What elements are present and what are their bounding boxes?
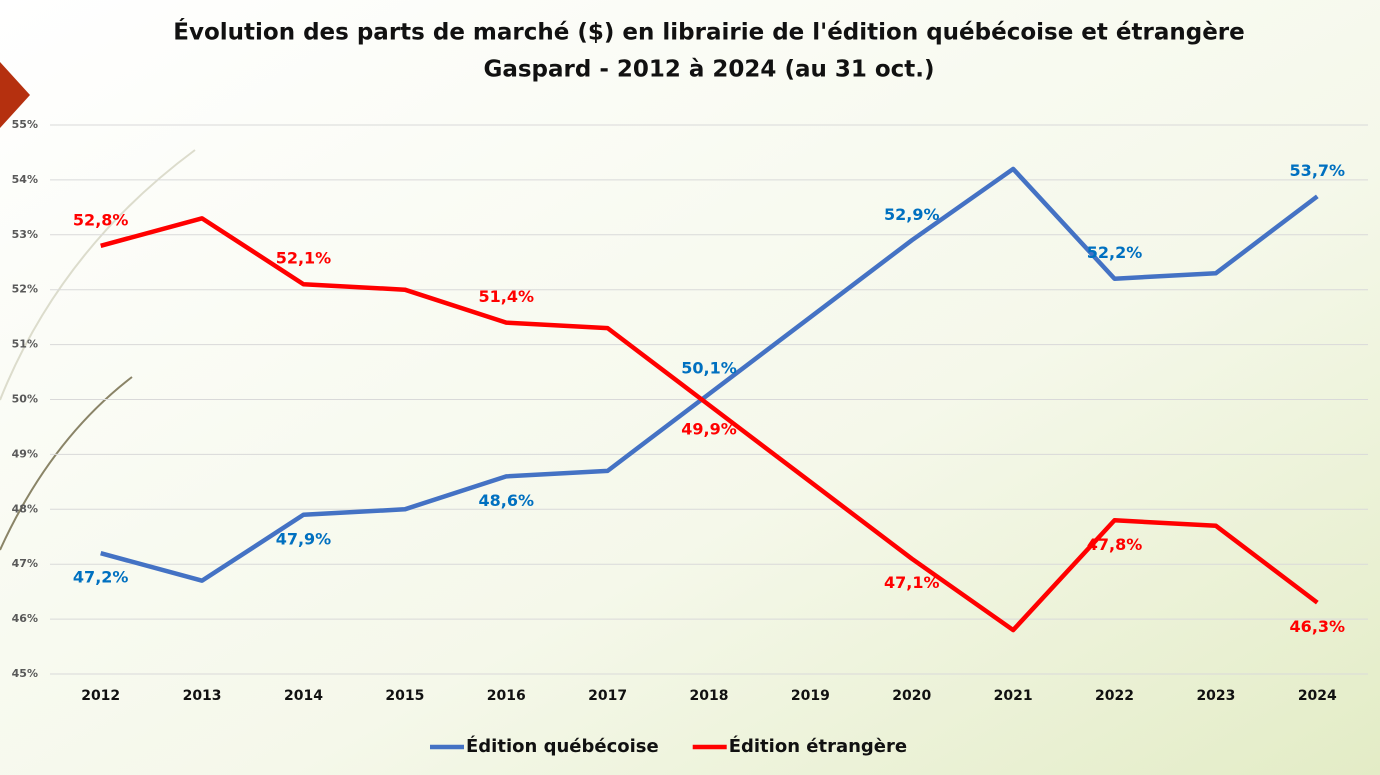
chart-title: Évolution des parts de marché ($) en lib… [173,18,1245,46]
y-tick-label: 49% [12,447,38,460]
x-tick-label: 2018 [690,688,729,704]
data-label: 46,3% [1290,617,1346,636]
data-label: 47,2% [73,568,129,587]
data-label: 49,9% [681,419,737,438]
x-tick-label: 2013 [183,688,222,704]
data-label: 47,1% [884,573,940,592]
data-label: 53,7% [1290,161,1346,180]
legend: Édition québécoise Édition étrangère [430,735,907,757]
x-tick-label: 2022 [1095,688,1134,704]
x-tick-label: 2024 [1298,688,1337,704]
y-tick-label: 48% [12,502,38,515]
x-tick-label: 2021 [994,688,1033,704]
data-label: 52,9% [884,205,940,224]
data-label: 48,6% [478,491,534,510]
y-tick-label: 46% [12,612,38,625]
x-tick-label: 2023 [1196,688,1235,704]
y-tick-label: 50% [12,393,38,406]
y-tick-label: 51% [12,338,38,351]
decor-curve [0,376,133,551]
data-label: 52,2% [1087,243,1143,262]
y-tick-label: 55% [12,118,38,131]
data-label: 47,8% [1087,535,1143,554]
x-tick-label: 2019 [791,688,830,704]
data-label: 52,1% [276,249,332,268]
data-label: 47,9% [276,529,332,548]
y-tick-label: 54% [12,173,38,186]
y-tick-label: 45% [12,667,38,680]
y-tick-label: 47% [12,557,38,570]
x-tick-label: 2015 [385,688,424,704]
x-tick-label: 2017 [588,688,627,704]
legend-label: Édition québécoise [466,735,659,757]
x-tick-label: 2016 [487,688,526,704]
y-tick-label: 53% [12,228,38,241]
data-label: 52,8% [73,210,129,229]
series-line [100,216,1319,633]
decor-curve [0,149,196,401]
y-tick-label: 52% [12,283,38,296]
chart-subtitle: Gaspard - 2012 à 2024 (au 31 oct.) [483,57,934,83]
series-line [100,166,1319,583]
legend-label: Édition étrangère [729,735,907,757]
x-tick-label: 2014 [284,688,323,704]
data-label: 51,4% [478,287,534,306]
x-tick-label: 2012 [81,688,120,704]
decor-triangle [0,62,30,128]
data-label: 50,1% [681,359,737,378]
x-tick-label: 2020 [892,688,931,704]
